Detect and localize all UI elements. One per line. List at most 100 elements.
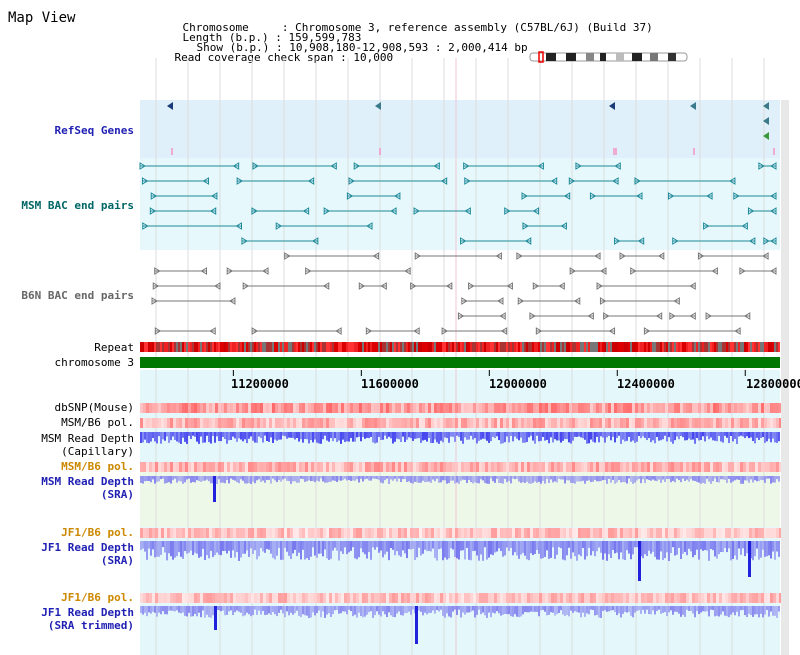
read-depth-bar <box>330 541 332 559</box>
show-info-row: Show (b.p.) : 10,908,180-12,908,593 : 2,… <box>196 41 528 54</box>
read-depth-bar <box>692 476 694 481</box>
read-depth-bar <box>610 432 612 441</box>
repeat-mark <box>728 342 730 352</box>
heat-strip-mark <box>554 528 557 538</box>
heat-strip-mark <box>164 528 167 538</box>
read-depth-bar <box>642 476 644 480</box>
heat-strip-mark <box>224 593 227 603</box>
read-depth-bar <box>728 541 730 549</box>
b6n-bac-end <box>251 327 259 335</box>
heat-strip-mark <box>152 462 155 472</box>
heat-strip-mark <box>461 418 464 428</box>
repeat-mark <box>542 342 544 352</box>
repeat-mark <box>616 342 618 352</box>
heat-strip-mark <box>260 418 263 428</box>
read-depth-bar <box>470 476 472 483</box>
heat-strip-mark <box>704 593 707 603</box>
b6n-bac-end <box>594 252 601 260</box>
heat-strip-mark <box>275 462 278 472</box>
read-depth-bar <box>566 476 568 481</box>
heat-strip-mark <box>737 418 740 428</box>
repeat-mark <box>484 342 486 352</box>
heat-strip-mark <box>455 593 458 603</box>
read-depth-bar <box>422 606 424 616</box>
read-depth-bar <box>742 476 744 484</box>
heat-strip-mark <box>725 418 728 428</box>
heat-strip-mark <box>377 528 380 538</box>
read-depth-bar <box>636 432 638 442</box>
read-depth-bar <box>428 476 430 482</box>
read-depth-bar <box>326 476 328 483</box>
read-depth-bar <box>670 432 672 442</box>
repeat-mark <box>678 342 680 352</box>
read-depth-bar <box>548 432 550 444</box>
heat-strip-mark <box>734 418 737 428</box>
repeat-mark <box>526 342 528 352</box>
heat-strip-mark <box>536 462 539 472</box>
read-depth-bar <box>536 541 538 550</box>
heat-strip-mark <box>554 593 557 603</box>
heat-strip-mark <box>380 528 383 538</box>
read-depth-bar <box>474 476 476 483</box>
heat-strip-mark <box>695 462 698 472</box>
heat-strip-mark <box>593 593 596 603</box>
read-depth-bar <box>602 432 604 438</box>
repeat-mark <box>424 342 426 352</box>
heat-strip-mark <box>491 418 494 428</box>
heat-strip-mark <box>467 403 470 413</box>
heat-strip-mark <box>167 528 170 538</box>
heat-strip-mark <box>278 462 281 472</box>
repeat-mark <box>636 342 638 352</box>
read-depth-bar <box>582 476 584 481</box>
heat-strip-mark <box>203 462 206 472</box>
coverage-label: Read coverage check span <box>174 51 334 64</box>
b6n-bac-end <box>689 282 696 290</box>
repeat-mark <box>190 342 192 352</box>
msm-bac-end <box>563 192 571 200</box>
heat-strip-mark <box>215 418 218 428</box>
read-depth-bar <box>390 476 392 480</box>
read-depth-bar <box>330 476 332 482</box>
read-depth-bar <box>772 476 774 483</box>
heat-strip-mark <box>536 403 539 413</box>
read-depth-bar <box>652 476 654 480</box>
heat-strip-mark <box>431 593 434 603</box>
repeat-mark <box>698 342 700 352</box>
heat-strip-mark <box>536 593 539 603</box>
repeat-mark <box>774 342 776 352</box>
heat-strip-mark <box>497 593 500 603</box>
read-depth-bar <box>172 432 174 437</box>
heat-strip-mark <box>473 528 476 538</box>
heat-strip-mark <box>173 403 176 413</box>
repeat-mark <box>502 342 504 352</box>
heat-strip-mark <box>662 418 665 428</box>
read-depth-bar <box>346 476 348 481</box>
read-depth-bar <box>366 432 368 438</box>
heat-strip-mark <box>245 418 248 428</box>
read-depth-bar <box>328 476 330 483</box>
read-depth-bar <box>688 606 690 611</box>
read-depth-bar <box>200 606 202 618</box>
heat-strip-mark <box>542 528 545 538</box>
heat-strip-mark <box>191 528 194 538</box>
read-depth-bar <box>638 476 640 480</box>
repeat-mark <box>612 342 614 352</box>
heat-strip-mark <box>368 403 371 413</box>
heat-strip-mark <box>578 528 581 538</box>
read-depth-bar <box>434 606 436 614</box>
read-depth-bar <box>480 541 482 555</box>
heat-strip-mark <box>521 418 524 428</box>
repeat-mark <box>262 342 264 352</box>
repeat-mark <box>462 342 464 352</box>
read-depth-bar <box>186 541 188 554</box>
heat-strip-mark <box>254 593 257 603</box>
heat-strip-mark <box>590 418 593 428</box>
read-depth-bar <box>228 432 230 441</box>
read-depth-bar <box>420 476 422 483</box>
repeat-mark <box>180 342 182 352</box>
heat-strip-mark <box>206 593 209 603</box>
b6n-bac-end <box>214 282 221 290</box>
read-depth-bar <box>666 476 668 479</box>
read-depth-bar <box>178 606 180 613</box>
